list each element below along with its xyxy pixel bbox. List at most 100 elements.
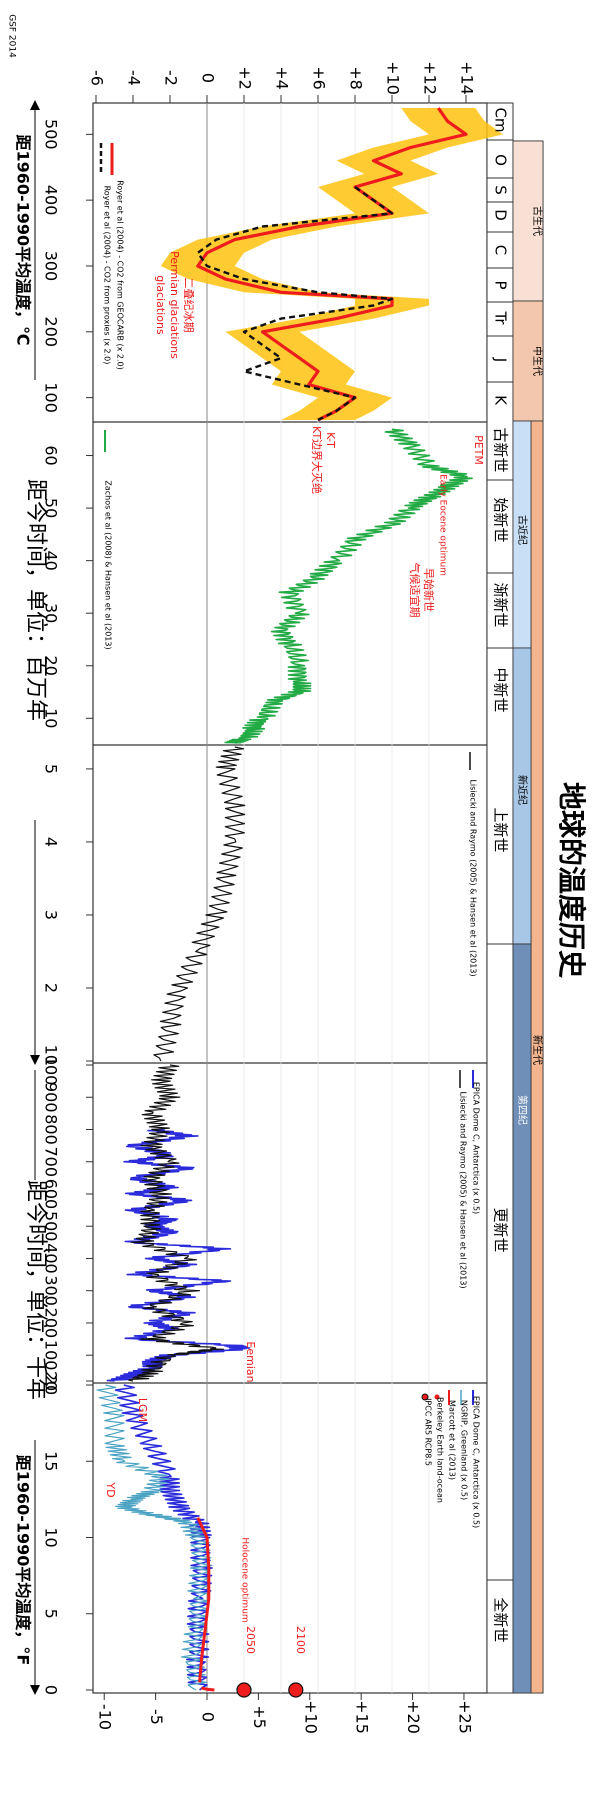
legend-label: Marcott et al (2013)	[448, 1400, 457, 1480]
time-tick-label: 0	[42, 1685, 61, 1695]
legend-label: Royer et al (2004) - CO2 from GEOCARB (x…	[116, 180, 125, 370]
time-label-thousands: 距今时间，单位：千年	[23, 1180, 48, 1400]
era-band-paleozoic	[512, 140, 544, 302]
f-axis-tick-label: +15	[353, 1700, 372, 1734]
time-tick-label: 100	[42, 1340, 61, 1371]
annotation: 2050	[244, 1626, 257, 1654]
c-axis-tick-label: +12	[421, 61, 440, 95]
legend-label: IPCC AR5 RCP8.5	[424, 1398, 433, 1466]
period-label: 新近纪	[516, 775, 529, 805]
time-tick-label: 1	[42, 1056, 61, 1066]
f-axis-tick-label: +20	[404, 1700, 423, 1734]
time-tick-label: 50	[41, 498, 60, 518]
time-tick-label: 400	[42, 185, 61, 216]
era-label: 新生代	[531, 1035, 544, 1065]
epoch-label: 始新世	[492, 497, 510, 542]
c-axis-tick-label: +2	[236, 66, 255, 90]
credit: GSF 2014	[7, 14, 17, 58]
c-axis-tick-label: +8	[347, 66, 366, 90]
geo-period-label: J	[492, 357, 510, 362]
annotation: glaciations	[154, 275, 167, 335]
series-line	[196, 107, 468, 422]
time-tick-label: 400	[42, 1243, 61, 1274]
f-axis-tick-label: -5	[147, 1709, 166, 1725]
c-axis-tick-label: -4	[125, 70, 144, 86]
c-axis-tick-label: +6	[310, 66, 329, 90]
annotation: K-T	[324, 432, 337, 448]
series-line	[224, 428, 473, 744]
annotation: KT边界大灭绝	[310, 426, 324, 494]
series-line	[196, 186, 394, 422]
time-arrow-head	[30, 1685, 40, 1695]
time-arrow-head	[30, 1055, 40, 1065]
epoch-label: 渐新世	[492, 582, 510, 627]
time-tick-label: 300	[42, 251, 61, 282]
epoch-label: 古新世	[492, 427, 510, 472]
time-tick-label: 30	[42, 603, 61, 623]
geo-period-label: C	[492, 245, 510, 255]
legend-label: EPICA Dome C, Antarctica (x 0.5)	[472, 1082, 481, 1214]
annotation: 2100	[294, 1626, 307, 1654]
period-band-quaternary	[512, 943, 532, 1694]
legend-swatch	[421, 1393, 429, 1401]
annotation: PETM	[472, 435, 485, 465]
geocarb-uncertainty-band	[160, 108, 503, 420]
f-axis-tick-label: +25	[455, 1700, 474, 1734]
time-tick-label: 100	[42, 382, 61, 413]
geo-period-label: O	[492, 154, 510, 166]
f-axis-tick-label: -10	[96, 1704, 115, 1730]
series-line	[196, 1517, 211, 1683]
c-axis-tick-label: +4	[273, 66, 292, 90]
time-tick-label: 20	[42, 656, 61, 676]
c-axis-label: 距1960-1990平均温度，℃	[14, 134, 33, 345]
c-axis-tick-label: -2	[162, 70, 181, 86]
geo-period-label: S	[492, 185, 510, 195]
annotation: Eemian	[244, 1341, 257, 1382]
c-axis-tick-label: 0	[199, 73, 218, 83]
time-tick-label: 700	[42, 1146, 61, 1177]
geo-period-label: K	[492, 395, 510, 406]
annotation: Holocene optimum	[240, 1537, 250, 1622]
time-tick-label: 5	[42, 1609, 61, 1619]
time-tick-label: 40	[42, 550, 61, 570]
time-tick-label: 15	[42, 1451, 61, 1471]
annotation: Early Eocene optimum	[438, 474, 448, 576]
c-axis-tick-label: +14	[458, 61, 477, 95]
annotation: 气候适宜期	[408, 563, 422, 618]
time-tick-label: 4	[42, 837, 61, 847]
legend-label: Lisiecki and Raymo (2005) & Hansen et al…	[469, 779, 478, 976]
ipcc-projection-point	[288, 1682, 304, 1698]
series-line	[96, 1384, 213, 1691]
era-bands	[512, 140, 544, 1694]
annotation: 二叠纪冰期	[182, 278, 195, 333]
epoch-label: 全新世	[492, 1597, 510, 1642]
annotation: YD	[104, 1481, 117, 1497]
f-axis-tick-label: +10	[301, 1700, 320, 1734]
time-tick-label: 20	[42, 1375, 61, 1395]
time-arrow-head	[30, 100, 40, 110]
epoch-strip	[486, 102, 514, 1694]
c-axis-tick-label: -6	[88, 70, 107, 86]
time-tick-label: 200	[42, 1308, 61, 1339]
f-axis-label: 距1960-1990平均温度，°F	[14, 1455, 33, 1666]
geo-period-label: Cm	[492, 107, 510, 132]
time-tick-label: 10	[42, 708, 61, 728]
legend-label: Lisiecki and Raymo (2005) & Hansen et al…	[459, 1091, 468, 1288]
legend-label: Berkeley Earth land-ocean	[436, 1397, 445, 1503]
series-line	[128, 1064, 225, 1382]
time-tick-label: 600	[42, 1179, 61, 1210]
time-tick-label: 2	[42, 983, 61, 993]
time-tick-label: 800	[42, 1114, 61, 1145]
era-label: 中生代	[531, 346, 544, 376]
legend-label: Royer et al (2004) - CO2 from proxies (x…	[103, 186, 112, 365]
annotation: 早始新世	[422, 568, 436, 612]
era-label: 古生代	[531, 206, 544, 236]
legend-label: NGRIP, Greenland (x 0.5)	[460, 1400, 469, 1500]
geo-period-label: P	[492, 280, 510, 289]
time-tick-label: 5	[42, 764, 61, 774]
f-axis-tick-label: +5	[250, 1705, 269, 1729]
time-tick-label: 20	[42, 1371, 61, 1391]
time-tick-label: 500	[42, 1211, 61, 1242]
chart-title: 地球的温度历史	[555, 782, 588, 978]
